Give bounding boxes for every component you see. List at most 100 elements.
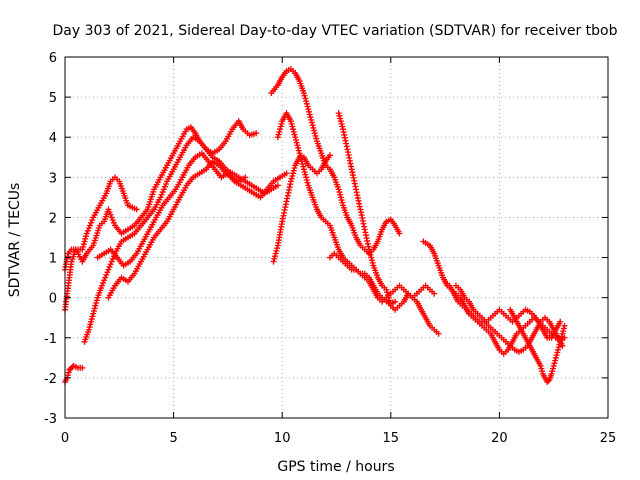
data-point [367,251,374,258]
data-point [292,136,299,143]
data-point [273,247,280,254]
data-point [108,258,115,265]
data-point [107,261,114,268]
data-point [555,344,562,351]
data-point [253,130,260,137]
data-point [392,298,399,305]
data-point [369,259,376,266]
data-point [307,114,314,121]
data-point [298,155,305,162]
data-point [101,277,108,284]
x-tick-labels: 0 5 10 15 20 25 [61,431,616,446]
data-point [295,147,302,154]
data-point [89,217,96,224]
data-point [305,108,312,115]
series-arc-h [274,110,438,305]
data-point [337,191,344,198]
data-point [336,112,343,119]
data-point [86,324,93,331]
data-point [338,197,345,204]
data-point [160,186,167,193]
series-arc-d [81,134,281,345]
data-point [110,219,117,226]
data-point [83,230,90,237]
data-point [93,297,100,304]
data-point [271,255,278,262]
data-point [549,365,556,372]
y-axis-label: SDTVAR / TECUs [7,183,23,298]
data-point [303,98,310,105]
data-point [133,206,140,213]
plot-frame [64,56,609,419]
series-arc-j [335,110,442,337]
data-point [313,135,320,142]
data-point [79,246,86,253]
x-tick-label: 5 [169,431,177,446]
data-point [295,144,302,151]
series-arc-k [326,250,399,307]
data-point [158,191,165,198]
data-point [301,168,308,175]
data-point [287,178,294,185]
series-arc-f [105,158,249,301]
data-point [105,206,112,213]
data-point [559,342,566,349]
data-point [108,214,115,221]
data-point [98,282,105,289]
x-tick-label: 15 [383,431,400,446]
data-point [278,120,285,127]
series-arc-e [94,150,290,269]
data-point [368,257,375,264]
data-point [85,225,92,232]
data-point [157,194,164,201]
data-point [301,92,308,99]
data-point [102,274,109,281]
data-point [88,219,95,226]
data-point [289,123,296,130]
data-point [338,120,345,127]
series-arc-i [268,66,403,257]
data-point [396,230,403,237]
data-point [87,321,94,328]
data-point [276,128,283,135]
data-point [560,328,567,335]
data-point [91,305,98,312]
data-points [62,66,568,385]
data-point [283,170,290,177]
series-arc-c [62,118,260,273]
data-point [554,349,561,356]
data-point [366,246,373,253]
data-point [81,238,88,245]
data-point [92,302,99,309]
y-tick-label: 0 [49,292,57,307]
data-point [311,127,318,134]
series-arc-a [62,362,86,385]
data-point [106,263,113,270]
data-point [109,217,116,224]
data-point [105,266,112,273]
data-point [290,170,297,177]
data-point [339,123,346,130]
data-point [548,370,555,377]
series-arc-n [452,282,564,341]
x-tick-label: 0 [61,431,69,446]
axis-ticks [64,56,609,419]
data-point [303,100,310,107]
data-point [159,189,166,196]
data-point [560,325,567,332]
data-point [537,362,544,369]
data-point [557,336,564,343]
data-point [555,346,562,353]
series-arc-b [62,174,140,313]
data-point [293,139,300,146]
x-tick-label: 25 [600,431,617,446]
data-point [270,258,277,265]
data-point [326,152,333,159]
y-tick-label: 1 [49,252,57,267]
data-point [298,158,305,165]
data-point [291,164,298,171]
data-point [557,338,564,345]
data-point [552,354,559,361]
data-point [89,313,96,320]
data-point [82,233,89,240]
